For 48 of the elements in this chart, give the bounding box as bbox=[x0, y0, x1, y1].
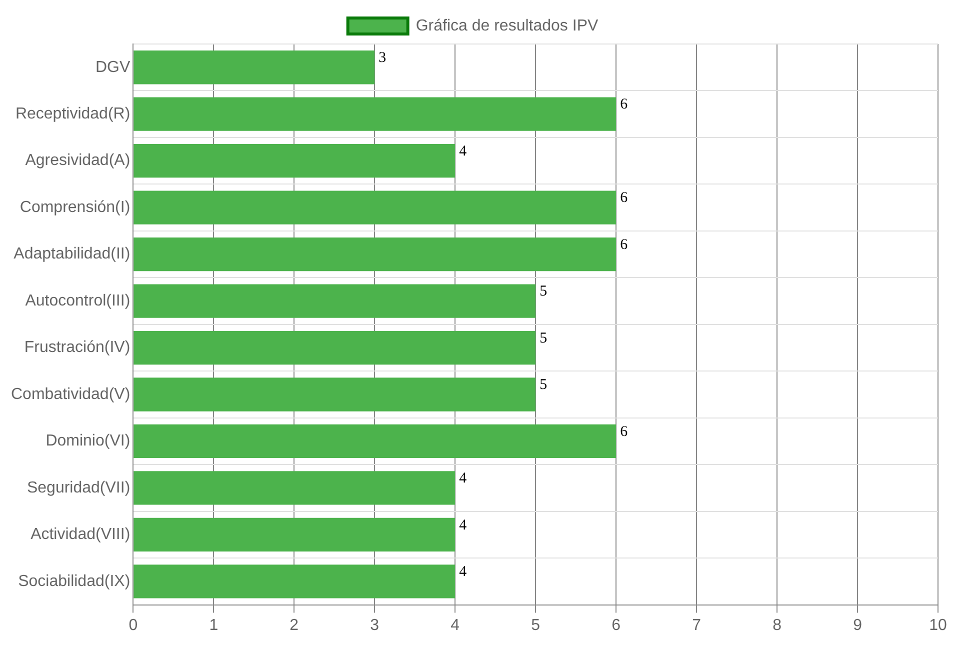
data-label: 6 bbox=[620, 190, 628, 206]
bar bbox=[134, 144, 456, 178]
data-label: 6 bbox=[620, 96, 628, 113]
x-tick-label: 7 bbox=[692, 616, 702, 634]
data-label: 4 bbox=[459, 564, 468, 580]
bar bbox=[134, 97, 616, 131]
x-tick-label: 5 bbox=[531, 616, 540, 634]
bar bbox=[134, 237, 616, 272]
x-tick-label: 0 bbox=[128, 616, 138, 634]
bar bbox=[134, 190, 616, 224]
y-tick-label: Receptividad(R) bbox=[15, 106, 130, 123]
x-tick-label: 4 bbox=[450, 616, 460, 634]
x-tick-label: 10 bbox=[929, 616, 947, 634]
y-tick-label: Comprensión(I) bbox=[20, 198, 130, 216]
data-label: 3 bbox=[378, 50, 386, 66]
y-tick-label: Sociabilidad(IX) bbox=[18, 572, 130, 590]
bar bbox=[134, 518, 456, 552]
bar bbox=[134, 50, 375, 84]
y-tick-label: DGV bbox=[95, 58, 130, 76]
data-label: 5 bbox=[540, 330, 548, 346]
bar bbox=[134, 424, 616, 458]
y-tick-label: Adaptabilidad(II) bbox=[14, 246, 130, 263]
bar bbox=[134, 471, 456, 505]
y-tick-label: Autocontrol(III) bbox=[25, 292, 130, 310]
bar bbox=[134, 330, 536, 365]
y-tick-label: Seguridad(VII) bbox=[26, 479, 130, 496]
legend-label: Gráfica de resultados IPV bbox=[416, 17, 598, 34]
data-label: 6 bbox=[620, 424, 628, 440]
y-tick-label: Frustración(IV) bbox=[24, 339, 130, 356]
bar bbox=[134, 564, 456, 598]
x-tick-label: 6 bbox=[612, 616, 621, 634]
data-label: 5 bbox=[540, 377, 548, 394]
y-tick-label: Actividad(VIII) bbox=[30, 526, 130, 544]
data-label: 4 bbox=[459, 517, 468, 534]
x-tick-label: 1 bbox=[209, 616, 218, 634]
x-tick-label: 8 bbox=[772, 616, 782, 634]
y-tick-label: Combatividad(V) bbox=[11, 386, 130, 403]
y-tick-label: Dominio(VI) bbox=[46, 432, 130, 450]
data-label: 4 bbox=[459, 470, 468, 487]
x-tick-label: 2 bbox=[290, 616, 299, 634]
data-label: 4 bbox=[459, 143, 468, 160]
x-tick-label: 3 bbox=[370, 616, 380, 634]
y-tick-label: Agresividad(A) bbox=[25, 152, 130, 170]
bar bbox=[134, 284, 536, 318]
data-label: 5 bbox=[540, 284, 548, 300]
bar bbox=[134, 378, 536, 412]
x-tick-label: 9 bbox=[853, 616, 862, 634]
data-label: 6 bbox=[620, 236, 628, 253]
